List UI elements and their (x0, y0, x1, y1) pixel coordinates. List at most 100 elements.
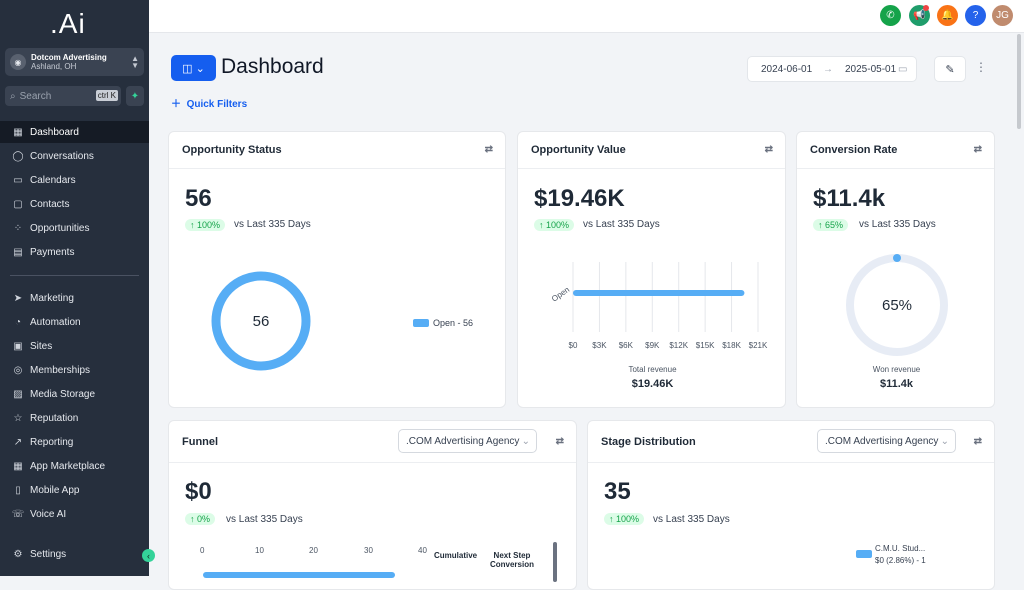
arrow-right-icon: → (823, 63, 833, 75)
edit-dashboard-button[interactable]: ✎ (934, 56, 966, 82)
metric-value: $19.46K (534, 185, 625, 212)
sidebar-item-label: Contacts (30, 198, 70, 210)
value-bar-chart: $0 $3K $6K $9K $12K $15K $18K $21K Open (550, 262, 768, 350)
quick-filters-link[interactable]: ＋ Quick Filters (171, 99, 248, 110)
comparison-text: vs Last 335 Days (653, 514, 730, 525)
pipeline-select[interactable]: .COM Advertising Agency ⌄ (398, 429, 537, 453)
x-tick-label: $15K (696, 341, 715, 350)
card-title: Conversion Rate (810, 144, 898, 156)
legend-value: $0 (2.86%) - 1 (875, 556, 926, 565)
bar-open[interactable] (573, 290, 745, 296)
sidebar-item-contacts[interactable]: ▢ Contacts (0, 193, 149, 215)
app-logo[interactable]: .Ai (50, 8, 86, 39)
search-placeholder: Search (19, 90, 52, 102)
gauge-label: 65% (882, 297, 912, 314)
footer-value: $11.4k (879, 378, 914, 390)
sidebar-item-memberships[interactable]: ◎ Memberships (0, 359, 149, 381)
card-options-icon[interactable]: ⇄ (764, 144, 773, 155)
card-options-icon[interactable]: ⇄ (973, 436, 982, 447)
grid-icon: ▦ (13, 126, 23, 138)
sidebar-item-label: Mobile App (30, 484, 80, 496)
sidebar-item-calendars[interactable]: ▭ Calendars (0, 169, 149, 191)
pipeline-select-value: .COM Advertising Agency (406, 435, 520, 447)
automation-icon: ◔ (14, 316, 22, 328)
search-input[interactable]: ⌕ Search ctrl K (5, 86, 121, 106)
sidebar-item-sites[interactable]: ▣ Sites (0, 335, 149, 357)
scrollbar[interactable] (1017, 34, 1021, 129)
opportunity-status-card: Opportunity Status ⇄ 56 ↑ 100% vs Last 33… (168, 131, 506, 408)
card-title: Opportunity Status (182, 144, 282, 156)
sidebar-item-payments[interactable]: ▤ Payments (0, 241, 149, 263)
sidebar-item-label: Media Storage (30, 388, 96, 400)
bell-icon: 🔔 (941, 10, 954, 21)
comparison-text: vs Last 335 Days (583, 219, 660, 230)
memberships-icon: ◎ (13, 364, 23, 376)
funnel-col-cumulative: Cumulative (434, 551, 478, 560)
stage-distribution-card: Stage Distribution ⇄ .COM Advertising Age… (587, 420, 995, 590)
notifications-button[interactable]: 🔔 (937, 5, 958, 26)
trend-icon: ↗ (13, 436, 23, 448)
announcements-button[interactable]: 📢 (909, 5, 930, 26)
sidebar-item-dashboard[interactable]: ▦ Dashboard (0, 121, 149, 143)
gauge-marker[interactable] (893, 254, 901, 262)
payments-icon: ▤ (13, 246, 23, 258)
dashboard-switcher-button[interactable]: ◫ ⌄ (171, 55, 216, 81)
sidebar-item-label: Voice AI (30, 508, 67, 520)
top-bar: ✆ 📢 🔔 ? JG (149, 0, 1024, 33)
location-name: Dotcom Advertising (31, 52, 107, 62)
x-tick-label: $12K (669, 341, 688, 350)
phone-button[interactable]: ✆ (880, 5, 901, 26)
sidebar-item-label: Reputation (30, 412, 79, 424)
sidebar-item-label: Payments (30, 246, 75, 258)
sidebar-item-voice-ai[interactable]: ☏ Voice AI (0, 503, 149, 525)
date-start: 2024-06-01 (761, 63, 813, 75)
x-tick-label: $9K (645, 341, 660, 350)
opportunities-icon: ⁘ (13, 222, 23, 234)
kebab-icon: ⋮ (975, 60, 987, 74)
send-icon: ➤ (13, 292, 23, 304)
y-tick-label: Open (550, 285, 571, 304)
funnel-scrollbar[interactable] (553, 542, 557, 582)
media-icon: ▨ (13, 388, 23, 400)
more-options-button[interactable]: ⋮ (975, 60, 987, 74)
star-icon: ☆ (13, 412, 23, 424)
comparison-text: vs Last 335 Days (234, 219, 311, 230)
legend-label: Open - 56 (433, 318, 474, 328)
location-switcher[interactable]: ◉ Dotcom Advertising Ashland, OH ▲ ▼ (5, 48, 144, 76)
card-options-icon[interactable]: ⇄ (484, 144, 493, 155)
funnel-bar[interactable] (203, 572, 395, 578)
page-title: Dashboard (221, 55, 324, 78)
collapse-sidebar-button[interactable]: ‹ (142, 549, 155, 562)
sidebar-item-marketing[interactable]: ➤ Marketing (0, 287, 149, 309)
sidebar-item-mobile-app[interactable]: ▯ Mobile App (0, 479, 149, 501)
card-options-icon[interactable]: ⇄ (973, 144, 982, 155)
funnel-x-tick: 10 (255, 546, 264, 555)
sidebar-item-reporting[interactable]: ↗ Reporting (0, 431, 149, 453)
card-options-icon[interactable]: ⇄ (555, 436, 564, 447)
sidebar-item-app-marketplace[interactable]: ▦ App Marketplace (0, 455, 149, 477)
x-tick-label: $3K (592, 341, 607, 350)
status-donut-chart: 56 (211, 271, 311, 371)
chevron-left-icon: ‹ (147, 550, 150, 561)
change-badge: ↑ 100% (604, 513, 645, 525)
funnel-col-next-step: Next Step Conversion (489, 551, 534, 569)
chevron-down-icon: ⌄ (940, 435, 949, 447)
quick-action-button[interactable]: ✦ (126, 86, 144, 106)
chat-icon: ◯ (12, 150, 24, 162)
sidebar-item-reputation[interactable]: ☆ Reputation (0, 407, 149, 429)
search-shortcut: ctrl K (95, 90, 118, 101)
donut-slice-open[interactable] (211, 271, 311, 371)
help-button[interactable]: ? (965, 5, 986, 26)
sidebar-item-media-storage[interactable]: ▨ Media Storage (0, 383, 149, 405)
sidebar-item-settings[interactable]: ⚙ Settings (0, 543, 149, 565)
date-range-picker[interactable]: 2024-06-01 → 2025-05-01 ▭ (747, 56, 917, 82)
metric-value: $11.4k (813, 185, 886, 212)
comparison-text: vs Last 335 Days (226, 514, 303, 525)
sidebar-item-opportunities[interactable]: ⁘ Opportunities (0, 217, 149, 239)
sidebar-item-label: Settings (30, 548, 67, 560)
card-title: Stage Distribution (601, 435, 696, 448)
user-avatar[interactable]: JG (992, 5, 1013, 26)
pipeline-select[interactable]: .COM Advertising Agency ⌄ (817, 429, 956, 453)
sidebar-item-automation[interactable]: ◔ Automation (0, 311, 149, 333)
sidebar-item-conversations[interactable]: ◯ Conversations (0, 145, 149, 167)
